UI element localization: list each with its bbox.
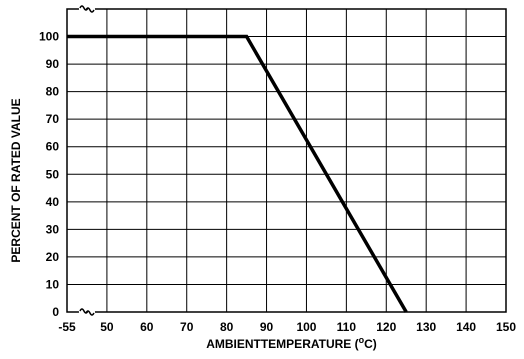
x-tick-label: 90 — [260, 320, 274, 334]
y-tick-label: 40 — [46, 195, 60, 209]
x-tick-label: 80 — [220, 320, 234, 334]
x-axis-label-degree: o — [359, 335, 365, 345]
x-tick-label: 100 — [296, 320, 316, 334]
x-tick-label: 150 — [496, 320, 516, 334]
x-tick-label: 140 — [456, 320, 476, 334]
x-axis-label-main: AMBIENTTEMPERATURE ( — [206, 337, 358, 351]
x-tick-label: 70 — [180, 320, 194, 334]
y-tick-label: 60 — [46, 140, 60, 154]
x-tick-label: -55 — [58, 320, 76, 334]
tick-labels: 0 10 20 30 40 50 60 70 80 90 100 -55 50 60 70 80 90 100 11… — [39, 30, 516, 334]
y-tick-label: 50 — [46, 167, 60, 181]
x-tick-label: 110 — [337, 320, 357, 334]
x-tick-label: 120 — [376, 320, 396, 334]
x-tick-label: 130 — [416, 320, 436, 334]
plot-frame — [66, 8, 507, 313]
x-axis-label: AMBIENTTEMPERATURE (oC) — [206, 335, 377, 351]
y-tick-label: 100 — [39, 30, 59, 44]
series-line — [67, 34, 408, 313]
axis-break-marks — [78, 5, 95, 316]
grid — [67, 9, 506, 312]
y-axis-label: PERCENT OF RATED VALUE — [9, 98, 23, 262]
y-tick-label: 0 — [52, 305, 59, 319]
x-tick-label: 60 — [140, 320, 154, 334]
break-mark-bottom — [78, 308, 95, 316]
x-axis-label-unit: C) — [364, 337, 377, 351]
y-tick-label: 10 — [46, 277, 60, 291]
series — [67, 34, 408, 313]
y-tick-label: 30 — [46, 222, 60, 236]
y-tick-label: 80 — [46, 85, 60, 99]
y-tick-label: 20 — [46, 250, 60, 264]
y-tick-label: 90 — [46, 57, 60, 71]
break-mark-top — [78, 5, 95, 13]
y-tick-label: 70 — [46, 112, 60, 126]
x-tick-label: 50 — [100, 320, 114, 334]
